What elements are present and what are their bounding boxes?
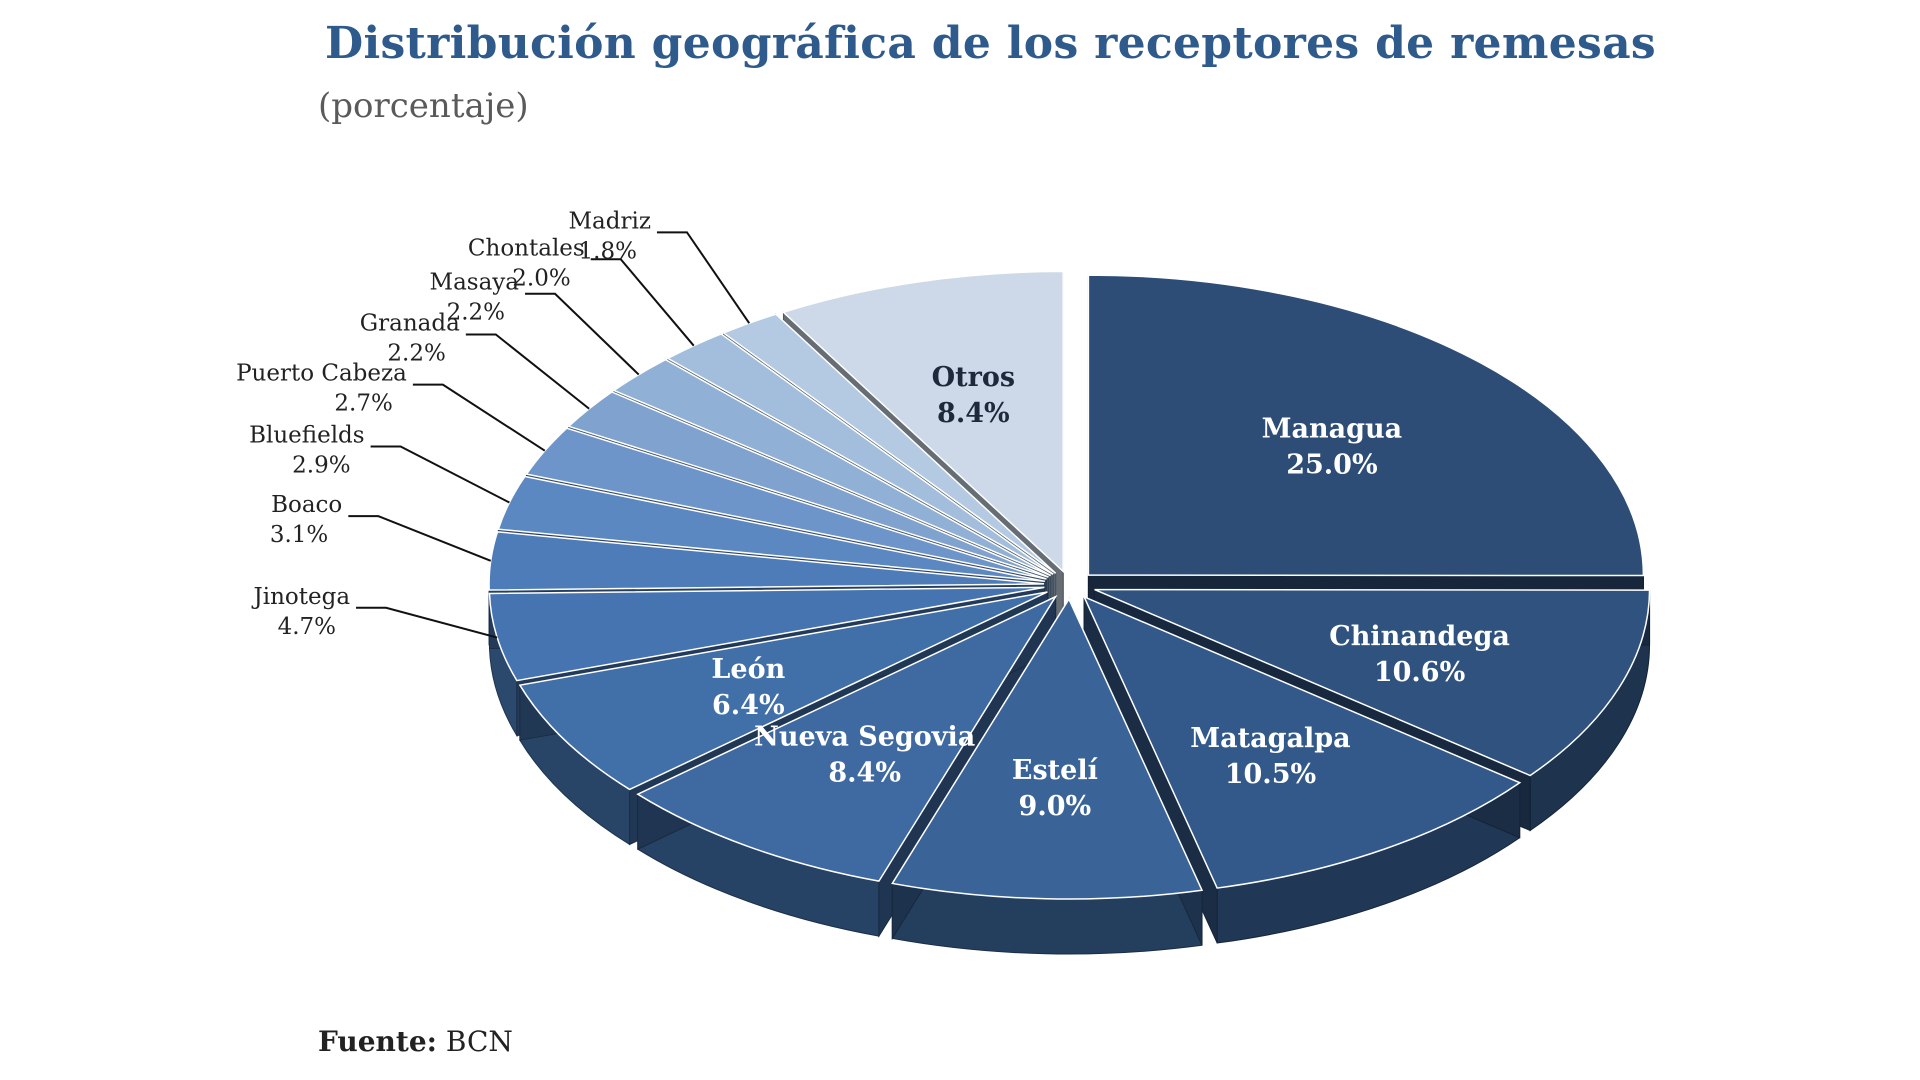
value-leon: 6.4% [712, 690, 785, 721]
label-madriz: Madriz [568, 208, 650, 234]
slice-nueva-segovia [636, 594, 1058, 882]
leader-masaya [525, 292, 640, 376]
label-esteli: Estelí [1012, 755, 1099, 786]
label-jinotega: Jinotega [252, 584, 351, 610]
value-bluefields: 2.9% [292, 453, 350, 479]
value-granada: 2.2% [387, 341, 445, 367]
slice-masaya [612, 358, 1052, 577]
label-leon: León [711, 654, 785, 685]
pie-tops [488, 270, 1651, 900]
label-boaco: Boaco [271, 492, 342, 518]
value-otros: 8.4% [937, 398, 1010, 429]
leader-bluefields [370, 445, 510, 504]
slice-managua [1087, 274, 1645, 577]
value-boaco: 3.1% [270, 522, 328, 548]
value-madriz: 1.8% [579, 238, 637, 264]
value-chontales: 2.0% [512, 265, 570, 291]
label-masaya: Masaya [430, 270, 520, 296]
value-matagalpa: 10.5% [1225, 759, 1316, 790]
slice-matagalpa [1082, 595, 1522, 889]
leader-chontales [590, 258, 695, 347]
label-granada: Granada [360, 311, 460, 337]
value-chinandega: 10.6% [1374, 657, 1465, 688]
label-bluefields: Bluefields [249, 423, 365, 449]
leader-jinotega [356, 606, 498, 639]
source-label: Fuente: [318, 1025, 437, 1058]
leader-granada [465, 333, 590, 410]
slice-esteli [891, 597, 1204, 900]
label-nueva-segovia: Nueva Segovia [754, 721, 975, 752]
value-puerto-cabeza: 2.7% [334, 391, 392, 417]
leader-boaco [348, 515, 492, 562]
source-value: BCN [445, 1025, 513, 1058]
chart-subtitle: (porcentaje) [318, 86, 529, 126]
label-managua: Managua [1262, 414, 1403, 445]
source-note: Fuente: BCN [318, 1025, 513, 1058]
slice-bluefields [497, 475, 1046, 583]
chart-title: Distribución geográfica de los receptore… [325, 18, 1656, 69]
label-puerto-cabeza: Puerto Cabeza [236, 361, 407, 387]
value-masaya: 2.2% [447, 300, 505, 326]
slice-chinandega [1094, 588, 1651, 777]
slice-puerto-cabeza [525, 427, 1047, 580]
value-nueva-segovia: 8.4% [828, 757, 901, 788]
slice-jinotega [488, 586, 1045, 682]
slice-labels: Managua 25.0% Chinandega 10.6% Matagalpa 10.5… [236, 208, 1510, 822]
label-matagalpa: Matagalpa [1190, 723, 1350, 754]
value-jinotega: 4.7% [278, 614, 336, 640]
value-managua: 25.0% [1286, 450, 1377, 481]
slice-granada [567, 391, 1049, 578]
label-chontales: Chontales [468, 235, 585, 261]
slice-leon [518, 591, 1048, 791]
leader-lines [348, 231, 751, 639]
slice-otros [781, 270, 1064, 574]
label-otros: Otros [932, 362, 1015, 393]
leader-madriz [656, 231, 751, 324]
slice-boaco [488, 531, 1045, 591]
leader-puerto-cabeza [412, 383, 546, 452]
label-chinandega: Chinandega [1329, 621, 1510, 652]
value-esteli: 9.0% [1019, 791, 1092, 822]
